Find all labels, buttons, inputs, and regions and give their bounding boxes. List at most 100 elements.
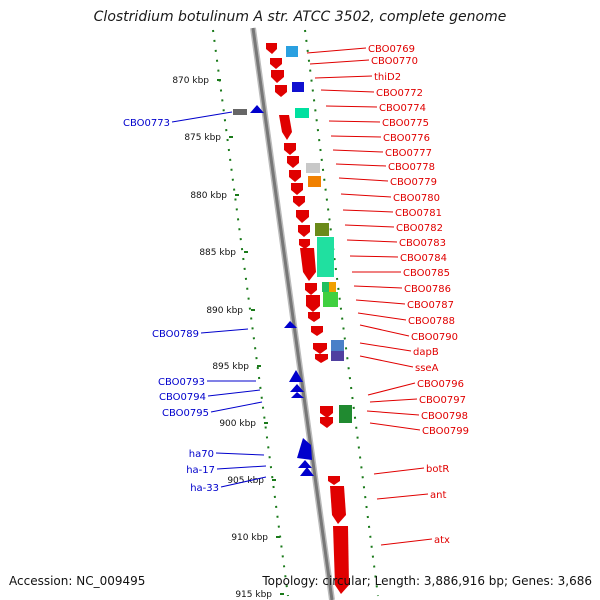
gene-arrow — [333, 526, 349, 594]
gene-label-CBO0779: CBO0779 — [390, 177, 437, 188]
gene-block — [286, 46, 298, 57]
gene-label-CBO0781: CBO0781 — [395, 208, 442, 219]
gene-block — [331, 340, 344, 352]
gene-arrow — [320, 417, 333, 428]
gene-arrow — [293, 196, 305, 207]
gene-arrow — [300, 248, 316, 281]
gene-arrow — [311, 326, 323, 336]
kbp-tick-label: 915 kbp — [235, 590, 272, 600]
gene-label-connector — [359, 355, 414, 368]
gene-arrow — [287, 156, 299, 168]
gene-label-connector — [220, 476, 267, 488]
gene-label-connector — [309, 59, 370, 65]
gene-label-connector — [330, 135, 382, 138]
gene-label-CBO0777: CBO0777 — [385, 148, 432, 159]
gene-arrow — [266, 43, 277, 54]
gene-arrow — [313, 343, 327, 354]
gene-label-CBO0770: CBO0770 — [371, 56, 418, 67]
gene-label-connector — [200, 328, 249, 334]
gene-label-CBO0796: CBO0796 — [417, 379, 464, 390]
gene-arrow — [291, 392, 304, 398]
gene-block — [315, 223, 329, 236]
gene-label-dapB: dapB — [413, 347, 439, 358]
gene-label-CBO0776: CBO0776 — [383, 133, 430, 144]
gene-label-CBO0794: CBO0794 — [159, 392, 206, 403]
gene-label-connector — [216, 465, 267, 470]
gene-arrow — [300, 467, 314, 476]
gene-label-connector — [342, 209, 394, 213]
forward-strand-genes — [266, 43, 352, 594]
gene-arrow — [299, 239, 310, 249]
kbp-tick-label: 900 kbp — [219, 419, 256, 429]
gene-block — [331, 351, 344, 361]
gene-label-connector — [367, 382, 416, 396]
gene-arrow — [305, 283, 317, 295]
gene-label-CBO0772: CBO0772 — [376, 88, 423, 99]
gene-arrow — [330, 486, 346, 524]
gene-block — [308, 176, 321, 187]
gene-block — [292, 82, 304, 92]
gene-label-CBO0795: CBO0795 — [162, 408, 209, 419]
gene-arrow — [296, 210, 309, 223]
gene-block — [295, 108, 309, 118]
gene-arrow — [328, 476, 340, 485]
gene-label-CBO0774: CBO0774 — [379, 103, 426, 114]
gene-block — [322, 282, 329, 292]
gene-label-connector — [320, 89, 375, 93]
gene-arrow — [250, 105, 264, 113]
genome-stats-label: Topology: circular; Length: 3,886,916 bp… — [262, 574, 592, 588]
gene-arrow — [289, 370, 303, 382]
gene-block — [317, 237, 334, 277]
gene-label-connector — [369, 398, 418, 403]
gene-arrow — [298, 460, 312, 468]
gene-label-connector — [349, 255, 399, 258]
gene-label-atx: atx — [434, 535, 450, 546]
gene-label-ha-33: ha-33 — [190, 483, 219, 494]
gene-label-CBO0778: CBO0778 — [388, 162, 435, 173]
gene-label-connector — [344, 224, 395, 228]
gene-label-CBO0782: CBO0782 — [396, 223, 443, 234]
gene-label-connector — [373, 467, 425, 475]
kbp-tick-label: 870 kbp — [172, 76, 209, 86]
kbp-tick-label: 910 kbp — [231, 533, 268, 543]
gene-label-CBO0786: CBO0786 — [404, 284, 451, 295]
gene-label-sseA: sseA — [415, 363, 439, 374]
gene-label-CBO0785: CBO0785 — [403, 268, 450, 279]
gene-arrow — [291, 183, 303, 195]
gene-arrow — [284, 143, 296, 155]
gene-label-connector — [332, 149, 384, 153]
gene-label-thiD2: thiD2 — [374, 72, 401, 83]
gene-label-CBO0783: CBO0783 — [399, 238, 446, 249]
gene-arrow — [270, 58, 282, 69]
kbp-tick-label: 880 kbp — [190, 191, 227, 201]
gene-label-connector — [215, 452, 265, 456]
reverse-strand-genes — [233, 105, 314, 476]
gene-arrow — [279, 115, 292, 140]
gene-label-CBO0790: CBO0790 — [411, 332, 458, 343]
gene-label-connector — [357, 312, 407, 321]
gene-block — [323, 292, 338, 307]
gene-label-connector — [314, 75, 373, 79]
gene-label-connector — [369, 422, 421, 431]
gene-label-CBO0788: CBO0788 — [408, 316, 455, 327]
gene-label-connector — [359, 324, 410, 337]
kbp-tick-label: 885 kbp — [199, 248, 236, 258]
gene-arrow — [297, 438, 312, 460]
gene-arrow — [284, 321, 297, 328]
gene-arrow — [308, 312, 320, 322]
gene-label-connector — [210, 401, 263, 413]
gene-label-connector — [376, 493, 429, 500]
gene-label-connector — [366, 410, 420, 416]
kbp-tick-label: 895 kbp — [212, 362, 249, 372]
gene-label-botR: botR — [426, 464, 449, 475]
gene-arrow — [289, 170, 301, 182]
gene-label-CBO0775: CBO0775 — [382, 118, 429, 129]
gene-label-connector — [207, 389, 261, 397]
gene-label-connector — [340, 193, 392, 198]
gene-label-CBO0789: CBO0789 — [152, 329, 199, 340]
gene-label-CBO0797: CBO0797 — [419, 395, 466, 406]
gene-label-connector — [380, 538, 433, 546]
gene-label-ant: ant — [430, 490, 446, 501]
gene-label-connector — [353, 285, 403, 289]
